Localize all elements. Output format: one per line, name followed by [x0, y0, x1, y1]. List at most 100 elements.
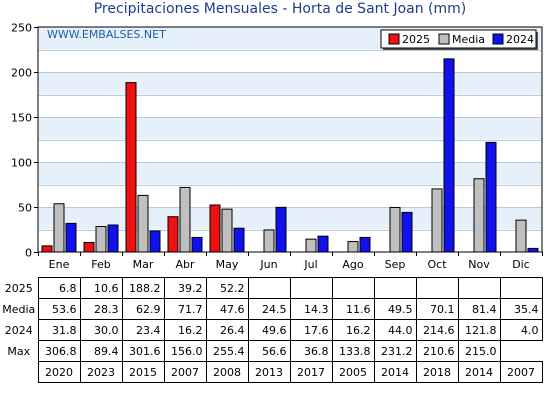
table-cell-year: 2017 — [289, 361, 333, 383]
x-tick-label: Jul — [303, 258, 317, 271]
table-cell: 121.8 — [457, 319, 501, 341]
bar — [137, 194, 149, 253]
bar — [317, 235, 329, 253]
bar — [191, 236, 203, 253]
plot-band — [38, 72, 542, 95]
table-row: Max 306.8 89.4 301.6 156.0 255.4 56.6 36.8 133.8… — [0, 340, 542, 362]
bar — [515, 219, 527, 253]
table-cell: 49.6 — [247, 319, 291, 341]
legend-label: 2024 — [506, 33, 534, 46]
table-cell: 306.8 — [37, 340, 81, 362]
table-cell-year: 2020 — [37, 361, 81, 383]
y-tick-label: 0 — [25, 247, 32, 260]
table-cell-year: 2008 — [205, 361, 249, 383]
table-cell: 89.4 — [79, 340, 123, 362]
table-cell: 188.2 — [121, 277, 165, 299]
table-cell — [289, 277, 333, 299]
table-cell: 11.6 — [331, 298, 375, 320]
plot-band — [38, 207, 542, 230]
table-cell: 10.6 — [79, 277, 123, 299]
table-cell-year: 2018 — [415, 361, 459, 383]
table-cell: 214.6 — [415, 319, 459, 341]
table-cell — [331, 277, 375, 299]
table-cell: 81.4 — [457, 298, 501, 320]
stats-table: 2025 6.8 10.6 188.2 39.2 52.2 Media 53.6 28.3 62.… — [0, 277, 543, 383]
table-cell: 6.8 — [37, 277, 81, 299]
x-tick-label: Abr — [175, 258, 195, 271]
bar — [443, 58, 455, 253]
bar — [305, 238, 317, 253]
y-tick-label: 150 — [11, 112, 32, 125]
table-cell: 16.2 — [331, 319, 375, 341]
plot-band — [38, 229, 542, 252]
legend-swatch — [438, 33, 450, 45]
table-cell-year: 2014 — [457, 361, 501, 383]
plot-band — [38, 139, 542, 162]
row-label: Max — [7, 344, 31, 358]
table-cell — [415, 277, 459, 299]
table-cell: 210.6 — [415, 340, 459, 362]
table-cell: 47.6 — [205, 298, 249, 320]
table-cell-year: 2007 — [163, 361, 207, 383]
bar — [347, 241, 359, 253]
table-cell: 14.3 — [289, 298, 333, 320]
table-row: Media 53.6 28.3 62.9 71.7 47.6 24.5 14.3 11.6 49.… — [0, 298, 543, 320]
table-cell: 17.6 — [289, 319, 333, 341]
watermark: WWW.EMBALSES.NET — [47, 28, 166, 41]
table-cell: 71.7 — [163, 298, 207, 320]
table-cell: 133.8 — [331, 340, 375, 362]
bar — [221, 208, 233, 253]
row-label: Media — [2, 302, 36, 316]
bar — [233, 227, 245, 253]
bar — [401, 211, 413, 253]
table-cell-year: 2007 — [499, 361, 543, 383]
table-row-years: 2020 2023 2015 2007 2008 2013 2017 2005 2014 2018… — [0, 361, 543, 383]
bar — [359, 236, 371, 253]
bar — [149, 230, 161, 253]
table-cell: 39.2 — [163, 277, 207, 299]
x-tick-label: Dic — [512, 258, 530, 271]
bar — [485, 141, 497, 253]
legend-label: Media — [452, 33, 485, 46]
bar — [125, 82, 137, 253]
table-row: 2024 31.8 30.0 23.4 16.2 26.4 49.6 17.6 16.2 44.0… — [0, 319, 543, 341]
bar — [263, 229, 275, 253]
x-tick-label: Sep — [385, 258, 406, 271]
plot-band — [38, 49, 542, 72]
x-tick-label: Oct — [427, 258, 447, 271]
legend-label: 2025 — [402, 33, 430, 46]
table-cell: 31.8 — [37, 319, 81, 341]
bar — [53, 203, 65, 253]
bar — [473, 178, 485, 253]
y-axis: 0 50 100 150 200 250 — [11, 22, 38, 260]
table-cell: 53.6 — [37, 298, 81, 320]
table-cell: 62.9 — [121, 298, 165, 320]
bar — [527, 247, 539, 253]
table-cell: 255.4 — [205, 340, 249, 362]
x-tick-label: Ago — [342, 258, 364, 271]
table-cell: 24.5 — [247, 298, 291, 320]
chart-title: Precipitaciones Mensuales - Horta de San… — [93, 1, 467, 17]
table-cell-year: 2005 — [331, 361, 375, 383]
chart: 0 50 100 150 200 250 Ene Feb Mar Abr May Jun Jul Ago… — [11, 22, 543, 271]
table-row: 2025 6.8 10.6 188.2 39.2 52.2 — [0, 277, 543, 299]
x-tick-label: May — [216, 258, 239, 271]
row-label: 2024 — [4, 323, 33, 337]
table-cell: 30.0 — [79, 319, 123, 341]
plot-bands — [38, 27, 542, 252]
x-axis: Ene Feb Mar Abr May Jun Jul Ago Sep Oct Nov Dic — [38, 252, 543, 271]
y-tick-label: 200 — [11, 67, 32, 80]
bar — [41, 245, 53, 253]
x-tick-label: Feb — [91, 258, 110, 271]
table-cell: 4.0 — [499, 319, 543, 341]
table-cell-year: 2013 — [247, 361, 291, 383]
table-cell — [457, 277, 501, 299]
table-cell: 56.6 — [247, 340, 291, 362]
table-cell-year: 2015 — [121, 361, 165, 383]
bar — [209, 204, 221, 253]
y-tick-label: 50 — [18, 202, 32, 215]
table-cell: 36.8 — [289, 340, 333, 362]
x-tick-label: Ene — [49, 258, 70, 271]
bar — [167, 216, 179, 253]
bar — [83, 241, 95, 253]
